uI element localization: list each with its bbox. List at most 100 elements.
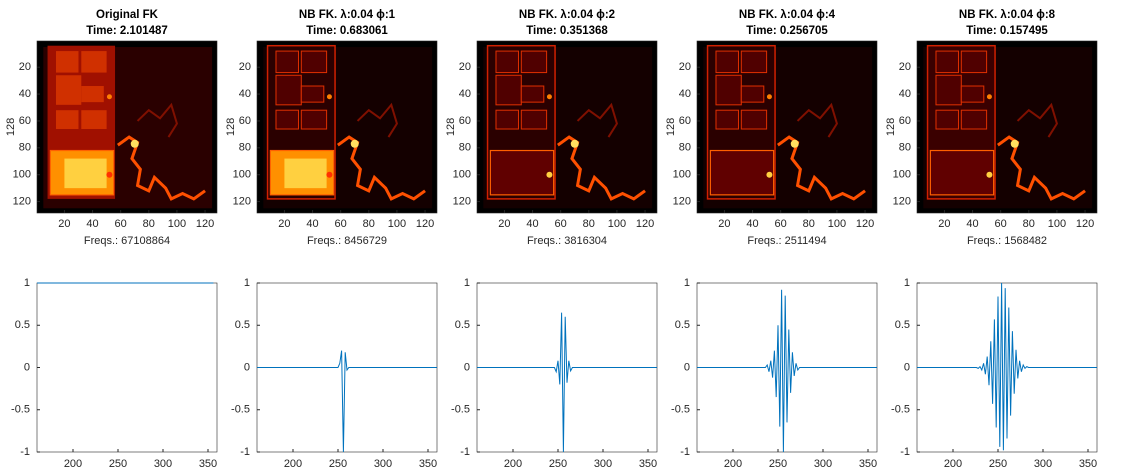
- y-tick-label: 60: [899, 115, 911, 127]
- y-tick-label: -1: [460, 446, 470, 458]
- y-tick-label: 120: [453, 195, 471, 207]
- axes-box: [696, 40, 878, 214]
- window: [300, 50, 328, 74]
- y-tick-label: 80: [679, 142, 691, 154]
- x-tick-label: 40: [306, 218, 318, 230]
- y-tick-label: 80: [899, 142, 911, 154]
- y-tick-label: 0: [24, 361, 30, 373]
- x-tick-label: 300: [814, 458, 832, 470]
- y-tick-label: 0.5: [675, 319, 690, 331]
- subplot-title: Time: 2.101487: [86, 25, 168, 37]
- window: [55, 75, 82, 105]
- window: [275, 109, 299, 130]
- x-axis-label: Freqs.: 67108864: [84, 235, 170, 247]
- heat-image: [257, 41, 437, 213]
- figure-shape: [1016, 102, 1059, 138]
- hot-spot: [790, 139, 799, 148]
- x-tick-label: 60: [335, 218, 347, 230]
- subplot-title: Time: 0.351368: [526, 25, 608, 37]
- window: [715, 50, 739, 74]
- window: [740, 109, 768, 130]
- window: [300, 85, 325, 103]
- x-tick-label: 20: [938, 218, 950, 230]
- lower-block: [489, 149, 555, 196]
- y-tick-label: 80: [459, 142, 471, 154]
- spot: [106, 94, 112, 100]
- spot: [106, 171, 113, 178]
- x-tick-label: 250: [329, 458, 347, 470]
- x-tick-label: 80: [143, 218, 155, 230]
- signal-line: [477, 312, 657, 453]
- y-tick-label: -0.5: [671, 404, 690, 416]
- axes-box: [916, 40, 1098, 214]
- y-tick-label: 80: [239, 142, 251, 154]
- x-tick-label: 100: [828, 218, 846, 230]
- x-axis-label: Freqs.: 8456729: [307, 235, 387, 247]
- window: [520, 85, 545, 103]
- x-tick-label: 40: [746, 218, 758, 230]
- y-tick-label: -0.5: [231, 404, 250, 416]
- x-tick-label: 350: [419, 458, 437, 470]
- y-tick-label: 0.5: [455, 319, 470, 331]
- lower-glow: [64, 158, 107, 189]
- x-tick-label: 20: [278, 218, 290, 230]
- x-tick-label: 250: [989, 458, 1007, 470]
- lower-glow: [284, 158, 327, 189]
- x-tick-label: 200: [64, 458, 82, 470]
- y-tick-label: 120: [893, 195, 911, 207]
- y-tick-label: 40: [899, 88, 911, 100]
- window: [935, 109, 959, 130]
- y-tick-label: 40: [19, 88, 31, 100]
- x-tick-label: 100: [608, 218, 626, 230]
- window: [300, 109, 328, 130]
- x-tick-label: 60: [995, 218, 1007, 230]
- figure-shape: [796, 102, 839, 138]
- x-tick-label: 120: [416, 218, 434, 230]
- subplot-title: Time: 0.157495: [966, 25, 1048, 37]
- window: [55, 110, 79, 130]
- y-tick-label: 60: [19, 115, 31, 127]
- spot: [326, 171, 333, 178]
- y-tick-label: 0.5: [15, 319, 30, 331]
- window: [275, 74, 302, 106]
- y-tick-label: -1: [20, 446, 30, 458]
- spot: [986, 94, 992, 100]
- signal-line: [917, 282, 1097, 451]
- x-tick-label: 60: [775, 218, 787, 230]
- subplot-title: NB FK. λ:0.04 ϕ:2: [519, 9, 615, 21]
- spot: [766, 171, 773, 178]
- y-axis-label: 128: [665, 118, 677, 136]
- y-tick-label: 1: [244, 277, 250, 289]
- lower-block: [929, 149, 995, 196]
- y-tick-label: 60: [679, 115, 691, 127]
- y-axis-label: 128: [5, 118, 17, 136]
- x-tick-label: 20: [58, 218, 70, 230]
- hot-spot: [130, 139, 139, 148]
- window: [495, 50, 519, 74]
- y-tick-label: 100: [453, 169, 471, 181]
- window: [81, 110, 107, 130]
- y-tick-label: 1: [24, 277, 30, 289]
- y-axis-label: 128: [885, 118, 897, 136]
- window: [520, 50, 548, 74]
- y-tick-label: 20: [239, 61, 251, 73]
- x-tick-label: 80: [583, 218, 595, 230]
- x-axis-label: Freqs.: 1568482: [967, 235, 1047, 247]
- spot: [546, 171, 553, 178]
- x-tick-label: 120: [196, 218, 214, 230]
- x-tick-label: 40: [526, 218, 538, 230]
- y-tick-label: 20: [459, 61, 471, 73]
- spot: [326, 94, 332, 100]
- y-tick-label: 1: [684, 277, 690, 289]
- y-tick-label: 40: [239, 88, 251, 100]
- y-tick-label: -0.5: [891, 404, 910, 416]
- y-tick-label: 100: [673, 169, 691, 181]
- x-tick-label: 100: [1048, 218, 1066, 230]
- x-tick-label: 250: [549, 458, 567, 470]
- x-tick-label: 20: [498, 218, 510, 230]
- spot: [546, 94, 552, 100]
- x-tick-label: 350: [199, 458, 217, 470]
- y-tick-label: 60: [459, 115, 471, 127]
- signal-line: [697, 289, 877, 453]
